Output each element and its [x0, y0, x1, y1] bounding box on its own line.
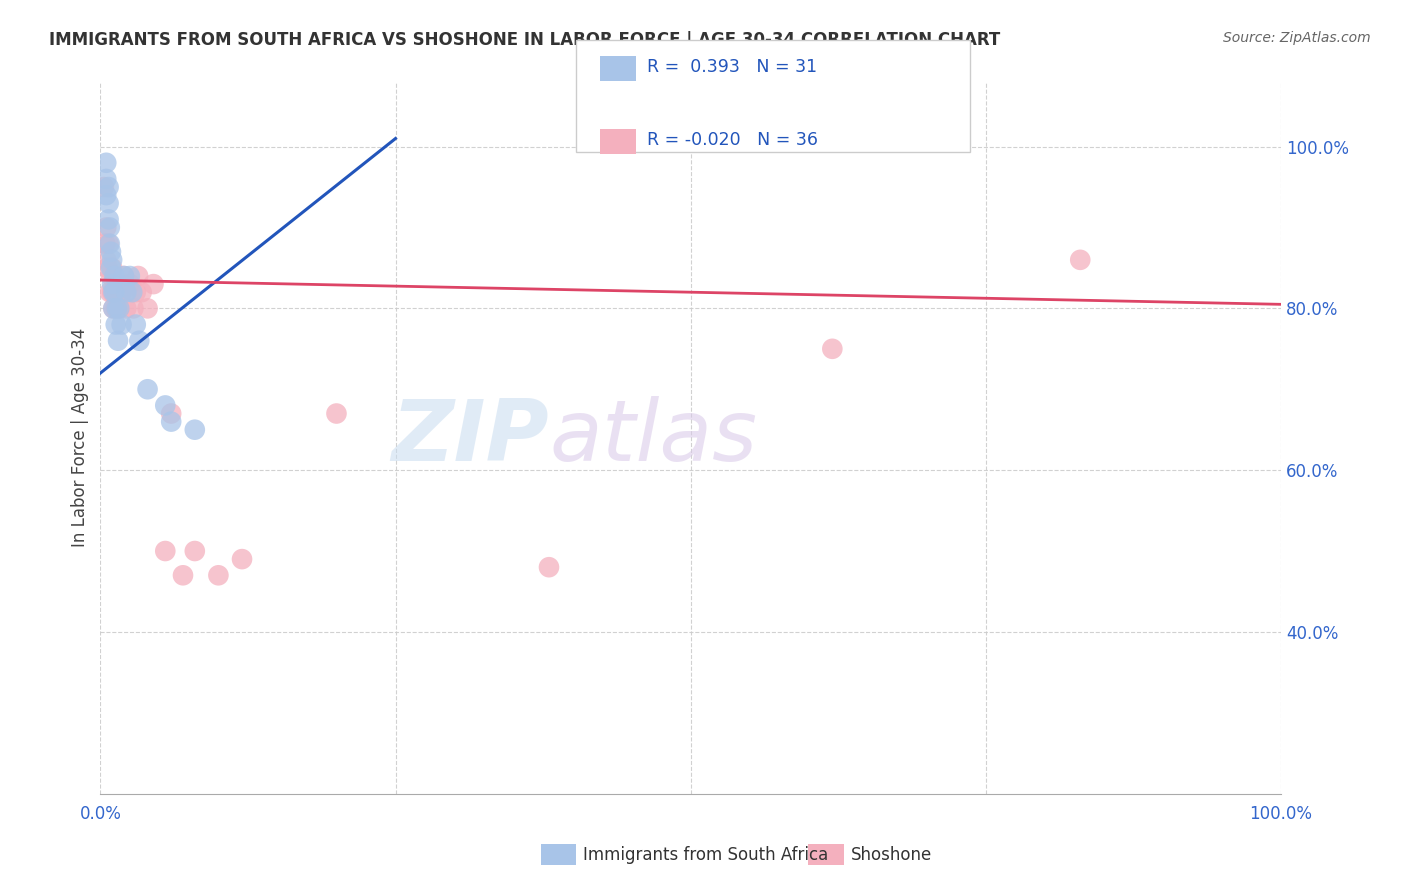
Point: [160, 415, 183, 429]
Text: atlas: atlas: [548, 396, 756, 479]
Point: [122, 301, 145, 316]
Point: [184, 544, 207, 558]
Point: [96, 155, 118, 169]
Point: [127, 268, 149, 283]
Point: [118, 268, 141, 283]
Point: [97, 196, 120, 211]
Point: [98, 220, 121, 235]
Point: [142, 277, 165, 292]
Point: [96, 188, 118, 202]
Point: [172, 568, 194, 582]
Point: [128, 334, 150, 348]
Point: [118, 277, 141, 292]
Point: [110, 285, 132, 300]
Point: [94, 236, 117, 251]
Text: R = -0.020   N = 36: R = -0.020 N = 36: [647, 131, 818, 149]
Point: [100, 268, 122, 283]
Point: [1069, 252, 1091, 267]
Point: [103, 285, 125, 300]
Point: [96, 220, 118, 235]
Point: [100, 260, 122, 275]
Point: [96, 252, 118, 267]
Point: [105, 277, 128, 292]
Point: [98, 285, 121, 300]
Point: [107, 334, 129, 348]
Text: Shoshone: Shoshone: [851, 846, 932, 863]
Point: [103, 285, 125, 300]
Point: [112, 268, 135, 283]
Point: [104, 301, 127, 316]
Point: [103, 301, 125, 316]
Point: [105, 301, 128, 316]
Point: [103, 301, 125, 316]
Point: [97, 212, 120, 227]
Text: R =  0.393   N = 31: R = 0.393 N = 31: [647, 58, 817, 76]
Point: [96, 260, 118, 275]
Point: [107, 285, 129, 300]
Point: [101, 285, 124, 300]
Point: [207, 568, 229, 582]
Point: [110, 318, 132, 332]
Point: [101, 277, 124, 292]
Point: [108, 301, 131, 316]
Point: [98, 236, 121, 251]
Text: Immigrants from South Africa: Immigrants from South Africa: [583, 846, 828, 863]
Text: ZIP: ZIP: [391, 396, 548, 479]
Point: [136, 301, 159, 316]
Point: [103, 285, 125, 300]
Point: [160, 407, 183, 421]
Point: [136, 382, 159, 396]
Point: [101, 252, 124, 267]
Point: [325, 407, 347, 421]
Point: [231, 552, 253, 566]
Point: [97, 236, 120, 251]
Point: [184, 423, 207, 437]
Text: Source: ZipAtlas.com: Source: ZipAtlas.com: [1223, 31, 1371, 45]
Point: [125, 285, 148, 300]
Point: [100, 244, 122, 259]
Point: [101, 260, 124, 275]
Point: [155, 544, 177, 558]
Point: [125, 318, 148, 332]
Point: [155, 399, 177, 413]
Point: [112, 268, 135, 283]
Point: [121, 285, 143, 300]
Y-axis label: In Labor Force | Age 30-34: In Labor Force | Age 30-34: [72, 328, 89, 548]
Point: [93, 180, 115, 194]
Text: IMMIGRANTS FROM SOUTH AFRICA VS SHOSHONE IN LABOR FORCE | AGE 30-34 CORRELATION : IMMIGRANTS FROM SOUTH AFRICA VS SHOSHONE…: [49, 31, 1001, 49]
Point: [108, 301, 131, 316]
Point: [537, 560, 560, 574]
Point: [115, 285, 138, 300]
Point: [131, 285, 153, 300]
Point: [104, 318, 127, 332]
Point: [96, 172, 118, 186]
Point: [97, 180, 120, 194]
Point: [103, 268, 125, 283]
Point: [821, 342, 844, 356]
Point: [115, 301, 138, 316]
